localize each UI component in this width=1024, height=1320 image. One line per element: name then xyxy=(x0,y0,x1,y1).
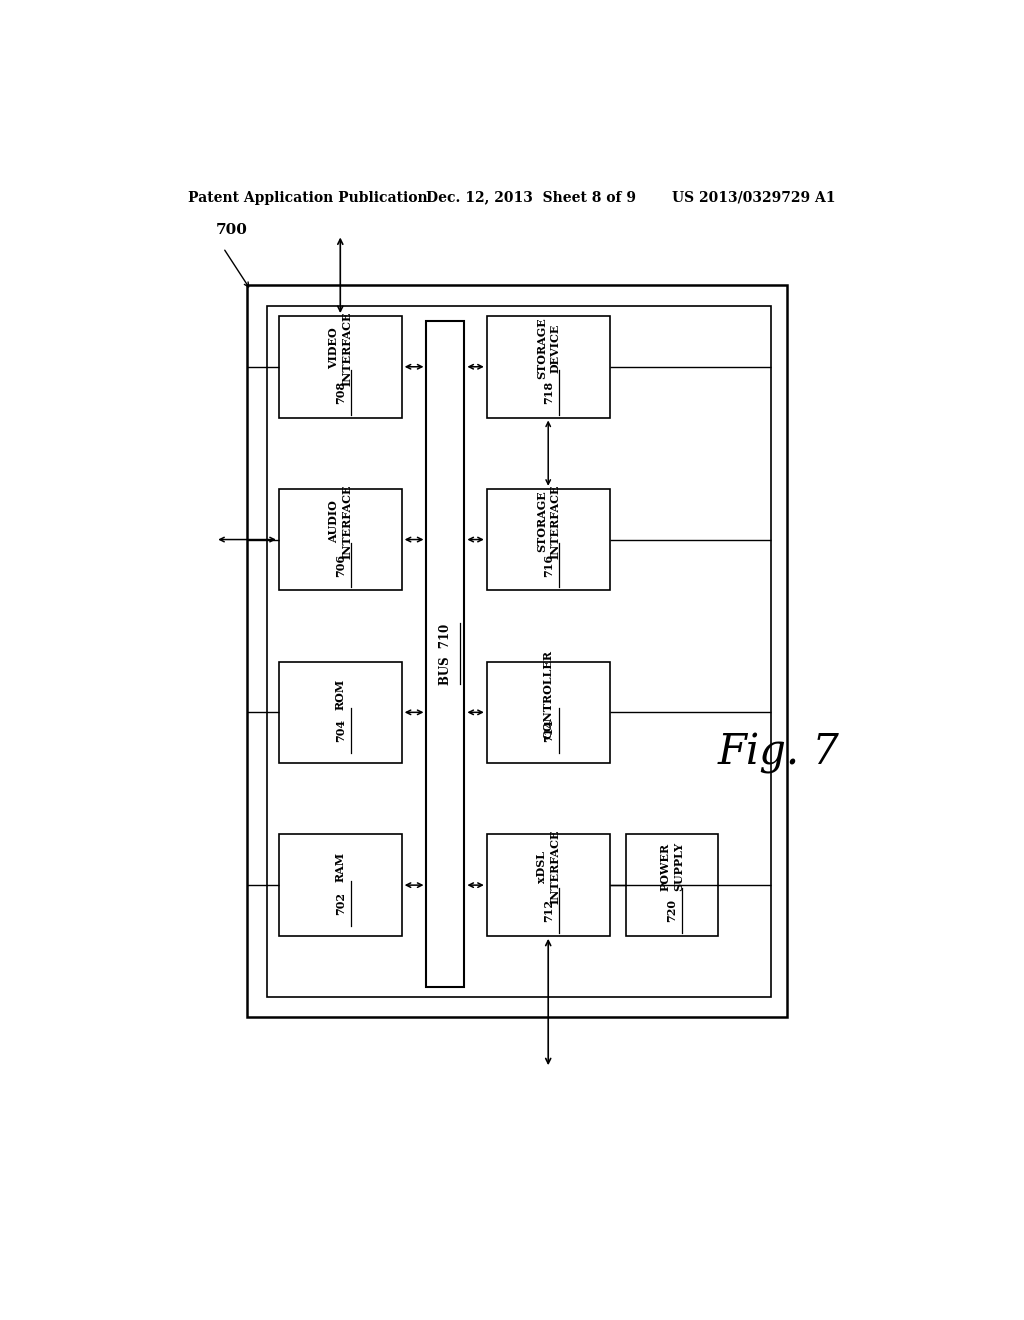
Bar xyxy=(247,285,786,1018)
Text: STORAGE
INTERFACE: STORAGE INTERFACE xyxy=(536,484,560,558)
Text: 700: 700 xyxy=(215,223,247,236)
Text: POWER
SUPPLY: POWER SUPPLY xyxy=(659,842,684,891)
Text: 712: 712 xyxy=(543,899,554,923)
Bar xyxy=(486,661,609,763)
Text: US 2013/0329729 A1: US 2013/0329729 A1 xyxy=(672,190,836,205)
Bar xyxy=(267,306,771,997)
Bar xyxy=(279,834,401,936)
Text: VIDEO
INTERFACE: VIDEO INTERFACE xyxy=(328,312,352,385)
Text: CONTROLLER: CONTROLLER xyxy=(543,649,554,739)
Text: 718: 718 xyxy=(543,380,554,404)
Bar xyxy=(486,834,609,936)
Text: 704: 704 xyxy=(335,719,346,742)
Text: BUS  710: BUS 710 xyxy=(439,623,452,685)
Text: STORAGE
DEVICE: STORAGE DEVICE xyxy=(536,318,560,379)
Bar xyxy=(486,488,609,590)
Text: Patent Application Publication: Patent Application Publication xyxy=(187,190,427,205)
Bar xyxy=(627,834,718,936)
Text: Fig. 7: Fig. 7 xyxy=(718,733,840,774)
Bar xyxy=(426,321,465,987)
Text: 716: 716 xyxy=(543,553,554,577)
Bar xyxy=(486,315,609,417)
Text: ROM: ROM xyxy=(335,678,346,710)
Bar xyxy=(279,315,401,417)
Text: RAM: RAM xyxy=(335,851,346,882)
Text: 714: 714 xyxy=(543,719,554,742)
Text: xDSL
INTERFACE: xDSL INTERFACE xyxy=(536,829,560,904)
Text: Dec. 12, 2013  Sheet 8 of 9: Dec. 12, 2013 Sheet 8 of 9 xyxy=(426,190,636,205)
Text: AUDIO
INTERFACE: AUDIO INTERFACE xyxy=(328,484,352,558)
Text: 720: 720 xyxy=(667,899,678,923)
Text: 702: 702 xyxy=(335,892,346,915)
Bar xyxy=(279,488,401,590)
Bar xyxy=(279,661,401,763)
Text: 708: 708 xyxy=(335,380,346,404)
Text: 706: 706 xyxy=(335,553,346,577)
